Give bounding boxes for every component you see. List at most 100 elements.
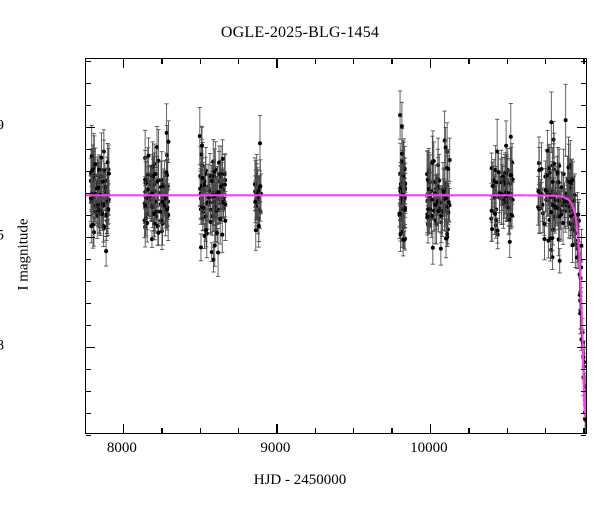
axis-tick [86, 391, 91, 393]
axis-tick [161, 428, 163, 433]
data-point [145, 221, 150, 225]
axis-tick [581, 391, 586, 393]
axis-tick [314, 428, 317, 433]
axis-tick [581, 435, 586, 437]
data-point [257, 141, 262, 146]
data-point [202, 179, 207, 184]
data-point [220, 232, 225, 237]
axis-tick [581, 61, 586, 63]
data-point [258, 184, 263, 189]
axis-tick [577, 237, 586, 239]
data-point [155, 179, 160, 184]
data-point [542, 221, 547, 226]
axis-tick [86, 369, 91, 371]
data-point [401, 174, 406, 179]
data-point [399, 124, 404, 129]
data-point [569, 214, 574, 219]
data-point [217, 190, 222, 195]
axis-tick [122, 59, 125, 68]
x-tick-label: 9000 [260, 440, 291, 456]
axis-tick [86, 259, 91, 261]
axis-tick [581, 413, 586, 415]
axis-tick [86, 237, 95, 239]
data-point [104, 249, 109, 254]
axis-tick [581, 105, 586, 107]
data-point [99, 155, 104, 160]
axis-tick [86, 127, 95, 129]
axis-tick [86, 325, 91, 327]
data-point [209, 250, 214, 255]
data-point [537, 168, 542, 173]
data-point [93, 162, 98, 167]
data-point [165, 207, 170, 212]
axis-tick [468, 428, 470, 433]
data-point [557, 214, 562, 219]
axis-tick [86, 347, 95, 349]
axis-tick [581, 215, 586, 217]
data-point [510, 177, 515, 182]
axis-tick [577, 347, 586, 349]
axis-tick [581, 325, 586, 327]
data-point [551, 137, 556, 142]
axis-tick [237, 59, 240, 64]
data-point [209, 179, 214, 184]
axis-tick [199, 59, 201, 64]
data-point [549, 210, 554, 215]
axis-tick [122, 424, 125, 433]
data-point [204, 228, 209, 233]
axis-tick [86, 193, 91, 195]
data-point [446, 200, 451, 205]
data-point [549, 120, 554, 125]
data-point [570, 243, 575, 248]
data-point [542, 236, 547, 241]
data-point [490, 184, 495, 189]
data-point [438, 246, 443, 251]
data-point [143, 203, 148, 208]
data-point [583, 417, 586, 422]
data-point [563, 118, 568, 123]
data-point [430, 160, 435, 165]
data-point [91, 222, 96, 227]
data-point [550, 227, 555, 232]
axis-tick [581, 171, 586, 173]
data-point [201, 205, 206, 210]
axis-tick [545, 59, 547, 64]
data-point [555, 206, 560, 211]
data-point [444, 236, 449, 241]
axis-tick [353, 59, 355, 64]
data-point [443, 145, 448, 150]
axis-tick [429, 59, 432, 68]
data-point [551, 203, 556, 208]
data-point [158, 209, 163, 214]
plot-clip [86, 59, 586, 433]
data-point [509, 173, 514, 178]
axis-tick [506, 428, 508, 433]
axis-tick [581, 83, 586, 85]
data-point [205, 200, 210, 205]
data-point [555, 170, 560, 175]
model-curve-layer [86, 194, 586, 419]
data-point [200, 176, 205, 181]
axis-tick [581, 303, 586, 305]
axis-tick [391, 59, 393, 64]
data-point [220, 156, 225, 161]
axis-tick [86, 303, 91, 305]
data-point [494, 180, 499, 185]
data-point [164, 170, 169, 175]
axis-tick [86, 413, 91, 415]
data-point [88, 196, 93, 201]
data-point [489, 208, 494, 213]
data-point [215, 231, 220, 236]
data-point [212, 169, 217, 174]
data-point [208, 220, 213, 224]
data-point [151, 211, 156, 216]
axis-tick [581, 259, 586, 261]
data-point [579, 243, 584, 248]
data-point [106, 171, 111, 176]
data-point [444, 204, 449, 209]
axis-tick [314, 59, 317, 64]
x-tick-label: 10000 [410, 440, 448, 456]
data-point [160, 199, 165, 204]
y-tick-label: 19 [0, 117, 4, 134]
